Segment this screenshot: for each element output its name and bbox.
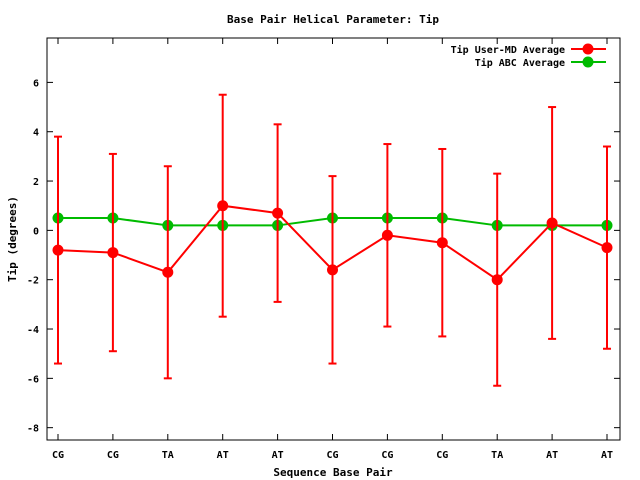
data-point [107,247,119,259]
x-tick-label: TA [162,450,174,461]
chart-title: Base Pair Helical Parameter: Tip [227,13,439,26]
y-axis: -8 -6 -4 -2 0 2 4 6 [27,78,620,435]
y-tick-label: 4 [33,128,39,139]
data-point [217,200,229,212]
x-axis-label: Sequence Base Pair [273,466,393,479]
y-tick-label: 2 [33,177,39,188]
x-axis: CG CG TA AT AT CG CG CG TA AT AT [52,38,613,461]
series-user-md [52,93,613,387]
legend-marker [582,43,594,55]
data-point [162,266,174,278]
x-tick-label: AT [546,450,558,461]
data-point [601,242,613,254]
x-tick-label: AT [272,450,284,461]
y-tick-label: -4 [27,325,39,336]
y-axis-label: Tip (degrees) [6,196,19,282]
x-tick-label: CG [52,450,64,461]
x-tick-label: AT [601,450,613,461]
x-tick-label: CG [326,450,338,461]
x-tick-label: CG [107,450,119,461]
x-tick-label: CG [436,450,448,461]
y-tick-label: 0 [33,226,39,237]
plot-frame [46,37,621,441]
x-tick-label: CG [381,450,393,461]
data-point [272,207,284,219]
data-point [546,217,558,229]
x-tick-label: AT [217,450,229,461]
data-point [327,264,338,276]
legend-label: Tip ABC Average [475,57,565,69]
y-tick-label: -2 [27,276,39,287]
legend-label: Tip User-MD Average [451,44,565,56]
legend-marker [582,56,594,68]
data-point [52,244,64,256]
y-tick-label: -6 [27,374,39,385]
x-tick-label: TA [491,450,503,461]
data-point [381,229,393,241]
data-point [491,274,503,286]
series-layer [52,93,613,387]
y-tick-label: -8 [27,424,39,435]
y-tick-label: 6 [33,78,39,89]
data-point [436,237,448,249]
